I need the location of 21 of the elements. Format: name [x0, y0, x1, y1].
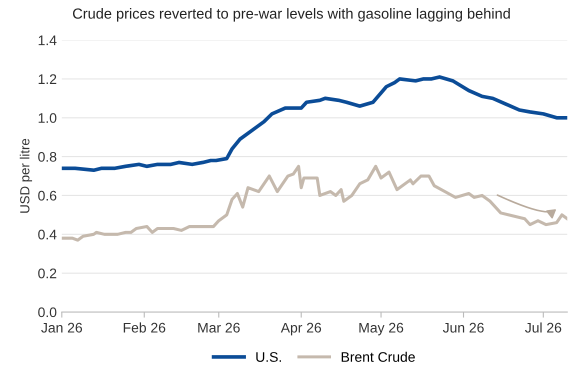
chart-title: Crude prices reverted to pre-war levels with gasoline lagging behind [72, 8, 510, 22]
legend-label: Brent Crude [342, 352, 415, 362]
y-tick-label: 0.4 [38, 230, 57, 240]
x-tick-label: Apr 26 [280, 322, 322, 336]
y-tick-label: 1.2 [38, 74, 56, 84]
x-tick-label: May 26 [359, 322, 404, 336]
y-tick-label: 1.4 [38, 36, 57, 46]
line-series [62, 75, 568, 172]
x-tick-label: Jun 26 [442, 322, 484, 333]
y-tick-label: 0.6 [38, 190, 56, 201]
legend-label: U.S. [256, 352, 281, 362]
y-tick-label: 0.0 [38, 307, 56, 318]
x-tick-label: Feb 26 [124, 322, 166, 333]
x-tick-label: Mar 26 [198, 322, 240, 333]
x-tick-label: Jul 26 [525, 322, 562, 333]
y-tick-label: 0.2 [38, 268, 56, 278]
y-tick-label: 0.8 [38, 152, 56, 162]
line-series [62, 164, 568, 242]
y-axis-title: USD per litre [20, 138, 32, 213]
x-tick-label: Jan 26 [41, 322, 82, 333]
y-tick-label: 1.0 [38, 113, 56, 123]
